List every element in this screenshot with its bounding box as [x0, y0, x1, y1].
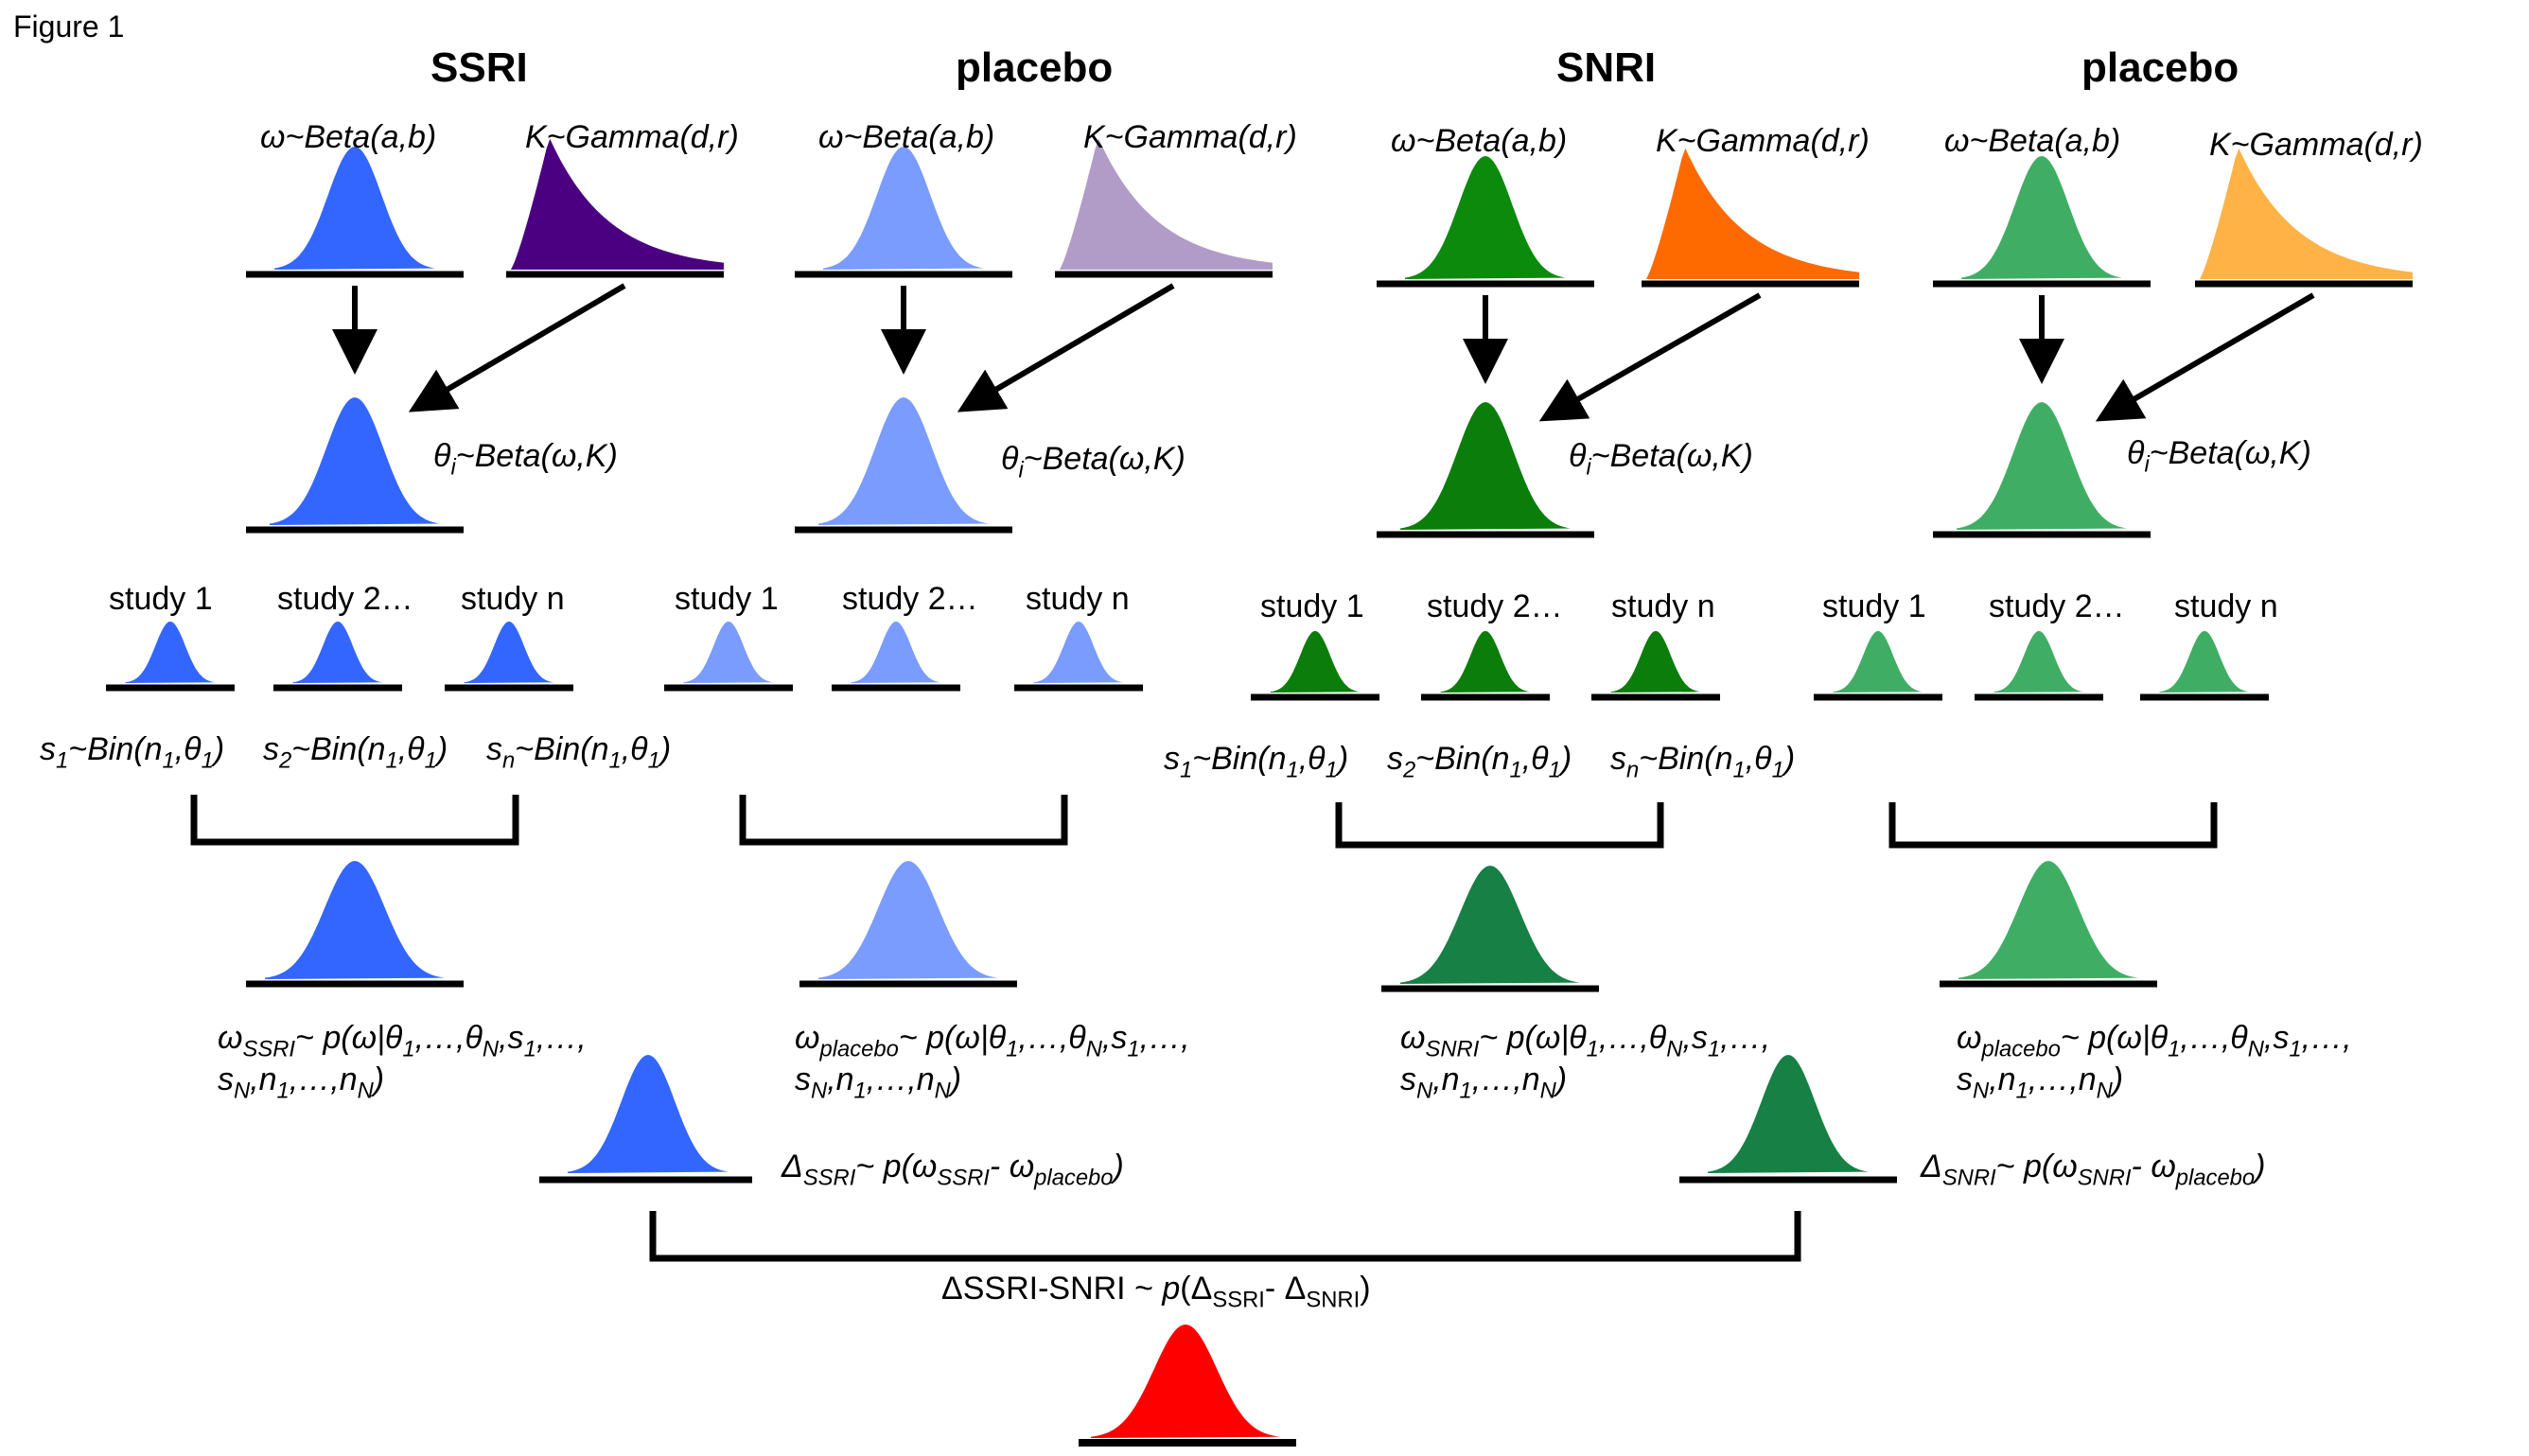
likelihood-label: s1~Bin(n1,θ1) — [40, 731, 225, 774]
kappa-prior-curve — [1646, 148, 1859, 279]
likelihood-label: s1~Bin(n1,θ1) — [1164, 741, 1349, 783]
study-label: study n — [2174, 588, 2278, 624]
theta-distribution-label: θi~Beta(ω,K) — [433, 438, 618, 481]
likelihood-label: sn~Bin(n1,θ1) — [1610, 741, 1796, 783]
theta-distribution-label: θi~Beta(ω,K) — [1569, 438, 1753, 481]
omega-prior-label: ω~Beta(a,b) — [1944, 123, 2121, 159]
likelihood-label: sn~Bin(n1,θ1) — [486, 731, 672, 774]
figure-label: Figure 1 — [13, 9, 125, 44]
theta-curve — [1957, 402, 2127, 530]
theta-curve — [1400, 402, 1571, 530]
study-label: study 2… — [277, 581, 413, 617]
delta-snri-label: ΔSNRI~ p(ωSNRI- ωplacebo) — [1921, 1149, 2266, 1191]
theta-distribution-label: θi~Beta(ω,K) — [1001, 441, 1185, 483]
diagonal-arrow — [1538, 292, 1762, 422]
study-label: study n — [1611, 588, 1715, 624]
study-label: study n — [461, 581, 565, 617]
delta-ssri-curve — [568, 1055, 729, 1173]
study-curve — [1033, 622, 1124, 683]
theta-distribution-label: θi~Beta(ω,K) — [2127, 435, 2311, 478]
study-curve — [683, 622, 774, 683]
diagonal-arrow — [2095, 292, 2315, 422]
group-title-ssri: SSRI — [430, 44, 528, 91]
study-label: study n — [1026, 581, 1130, 617]
likelihood-label: s2~Bin(n1,θ1) — [263, 731, 448, 774]
posterior-label: ωplacebo~ p(ω|θ1,…,θN,s1,…, sN,n1,…,nN) — [1957, 1020, 2352, 1104]
study-curve — [1833, 631, 1923, 693]
kappa-prior-label: K~Gamma(d,r) — [1656, 123, 1870, 159]
delta-ssri-label: ΔSSRI~ p(ωSSRI- ωplacebo) — [782, 1149, 1124, 1191]
kappa-prior-label: K~Gamma(d,r) — [2209, 127, 2423, 163]
omega-prior-curve — [1961, 156, 2122, 279]
kappa-prior-curve — [511, 138, 724, 270]
posterior-curve — [1958, 861, 2138, 979]
study-label: study 1 — [675, 581, 779, 617]
final-difference-curve — [1091, 1324, 1280, 1438]
study-curve — [292, 622, 383, 683]
kappa-prior-curve — [1060, 138, 1273, 270]
group-title-snri: SNRI — [1556, 44, 1657, 91]
posterior-label: ωSNRI~ p(ω|θ1,…,θN,s1,…, sN,n1,…,nN) — [1400, 1020, 1771, 1104]
study-curve — [851, 622, 941, 683]
theta-curve — [270, 397, 440, 525]
posterior-label: ωplacebo~ p(ω|θ1,…,θN,s1,…, sN,n1,…,nN) — [795, 1020, 1190, 1104]
study-label: study 2… — [1989, 588, 2125, 624]
study-label: study 2… — [842, 581, 978, 617]
study-curve — [2159, 631, 2250, 693]
final-bracket — [649, 1211, 1801, 1262]
study-label: study 1 — [1260, 588, 1364, 624]
group-title-placebo-1: placebo — [956, 44, 1114, 91]
omega-prior-label: ω~Beta(a,b) — [818, 119, 995, 155]
posterior-curve — [1400, 866, 1580, 984]
study-bracket — [739, 795, 1068, 846]
study-bracket — [190, 795, 519, 846]
kappa-prior-curve — [2200, 148, 2413, 279]
group-title-placebo-2: placebo — [2081, 44, 2239, 91]
omega-prior-curve — [1405, 156, 1566, 279]
study-curve — [1270, 631, 1361, 693]
study-curve — [464, 622, 554, 683]
kappa-prior-label: K~Gamma(d,r) — [525, 119, 739, 155]
study-bracket — [1888, 802, 2218, 849]
posterior-curve — [818, 861, 998, 979]
posterior-label: ωSSRI~ p(ω|θ1,…,θN,s1,…, sN,n1,…,nN) — [218, 1020, 587, 1104]
kappa-prior-label: K~Gamma(d,r) — [1083, 119, 1297, 155]
final-comparison-label: ΔSSRI-SNRI ~ p(ΔSSRI- ΔSNRI) — [941, 1271, 1371, 1313]
diagonal-arrow — [408, 283, 626, 412]
omega-prior-label: ω~Beta(a,b) — [260, 119, 437, 155]
omega-prior-curve — [823, 147, 984, 270]
omega-prior-label: ω~Beta(a,b) — [1391, 123, 1568, 159]
omega-prior-curve — [274, 147, 435, 270]
diagonal-arrow — [957, 283, 1175, 412]
study-curve — [1993, 631, 2084, 693]
study-label: study 1 — [109, 581, 213, 617]
theta-curve — [818, 397, 989, 525]
study-bracket — [1335, 802, 1664, 849]
study-curve — [1610, 631, 1701, 693]
study-label: study 1 — [1822, 588, 1926, 624]
study-curve — [1440, 631, 1531, 693]
posterior-curve — [265, 861, 445, 979]
likelihood-label: s2~Bin(n1,θ1) — [1387, 741, 1572, 783]
study-label: study 2… — [1427, 588, 1563, 624]
study-curve — [125, 622, 216, 683]
delta-snri-curve — [1708, 1055, 1869, 1173]
